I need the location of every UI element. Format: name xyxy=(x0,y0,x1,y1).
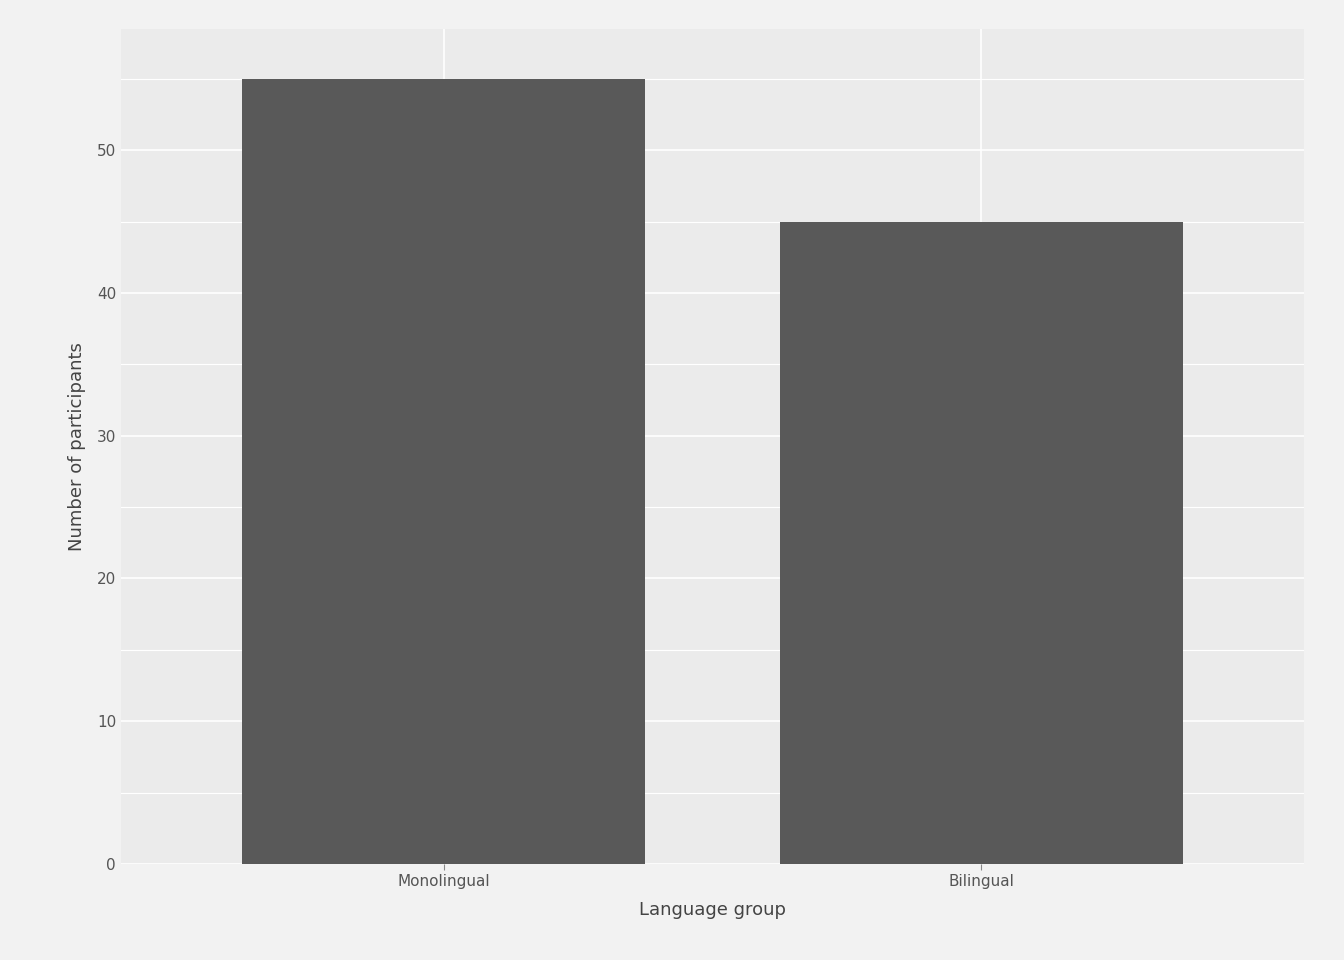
Bar xyxy=(242,79,645,864)
Bar xyxy=(780,222,1183,864)
Y-axis label: Number of participants: Number of participants xyxy=(67,342,86,551)
X-axis label: Language group: Language group xyxy=(638,900,786,919)
